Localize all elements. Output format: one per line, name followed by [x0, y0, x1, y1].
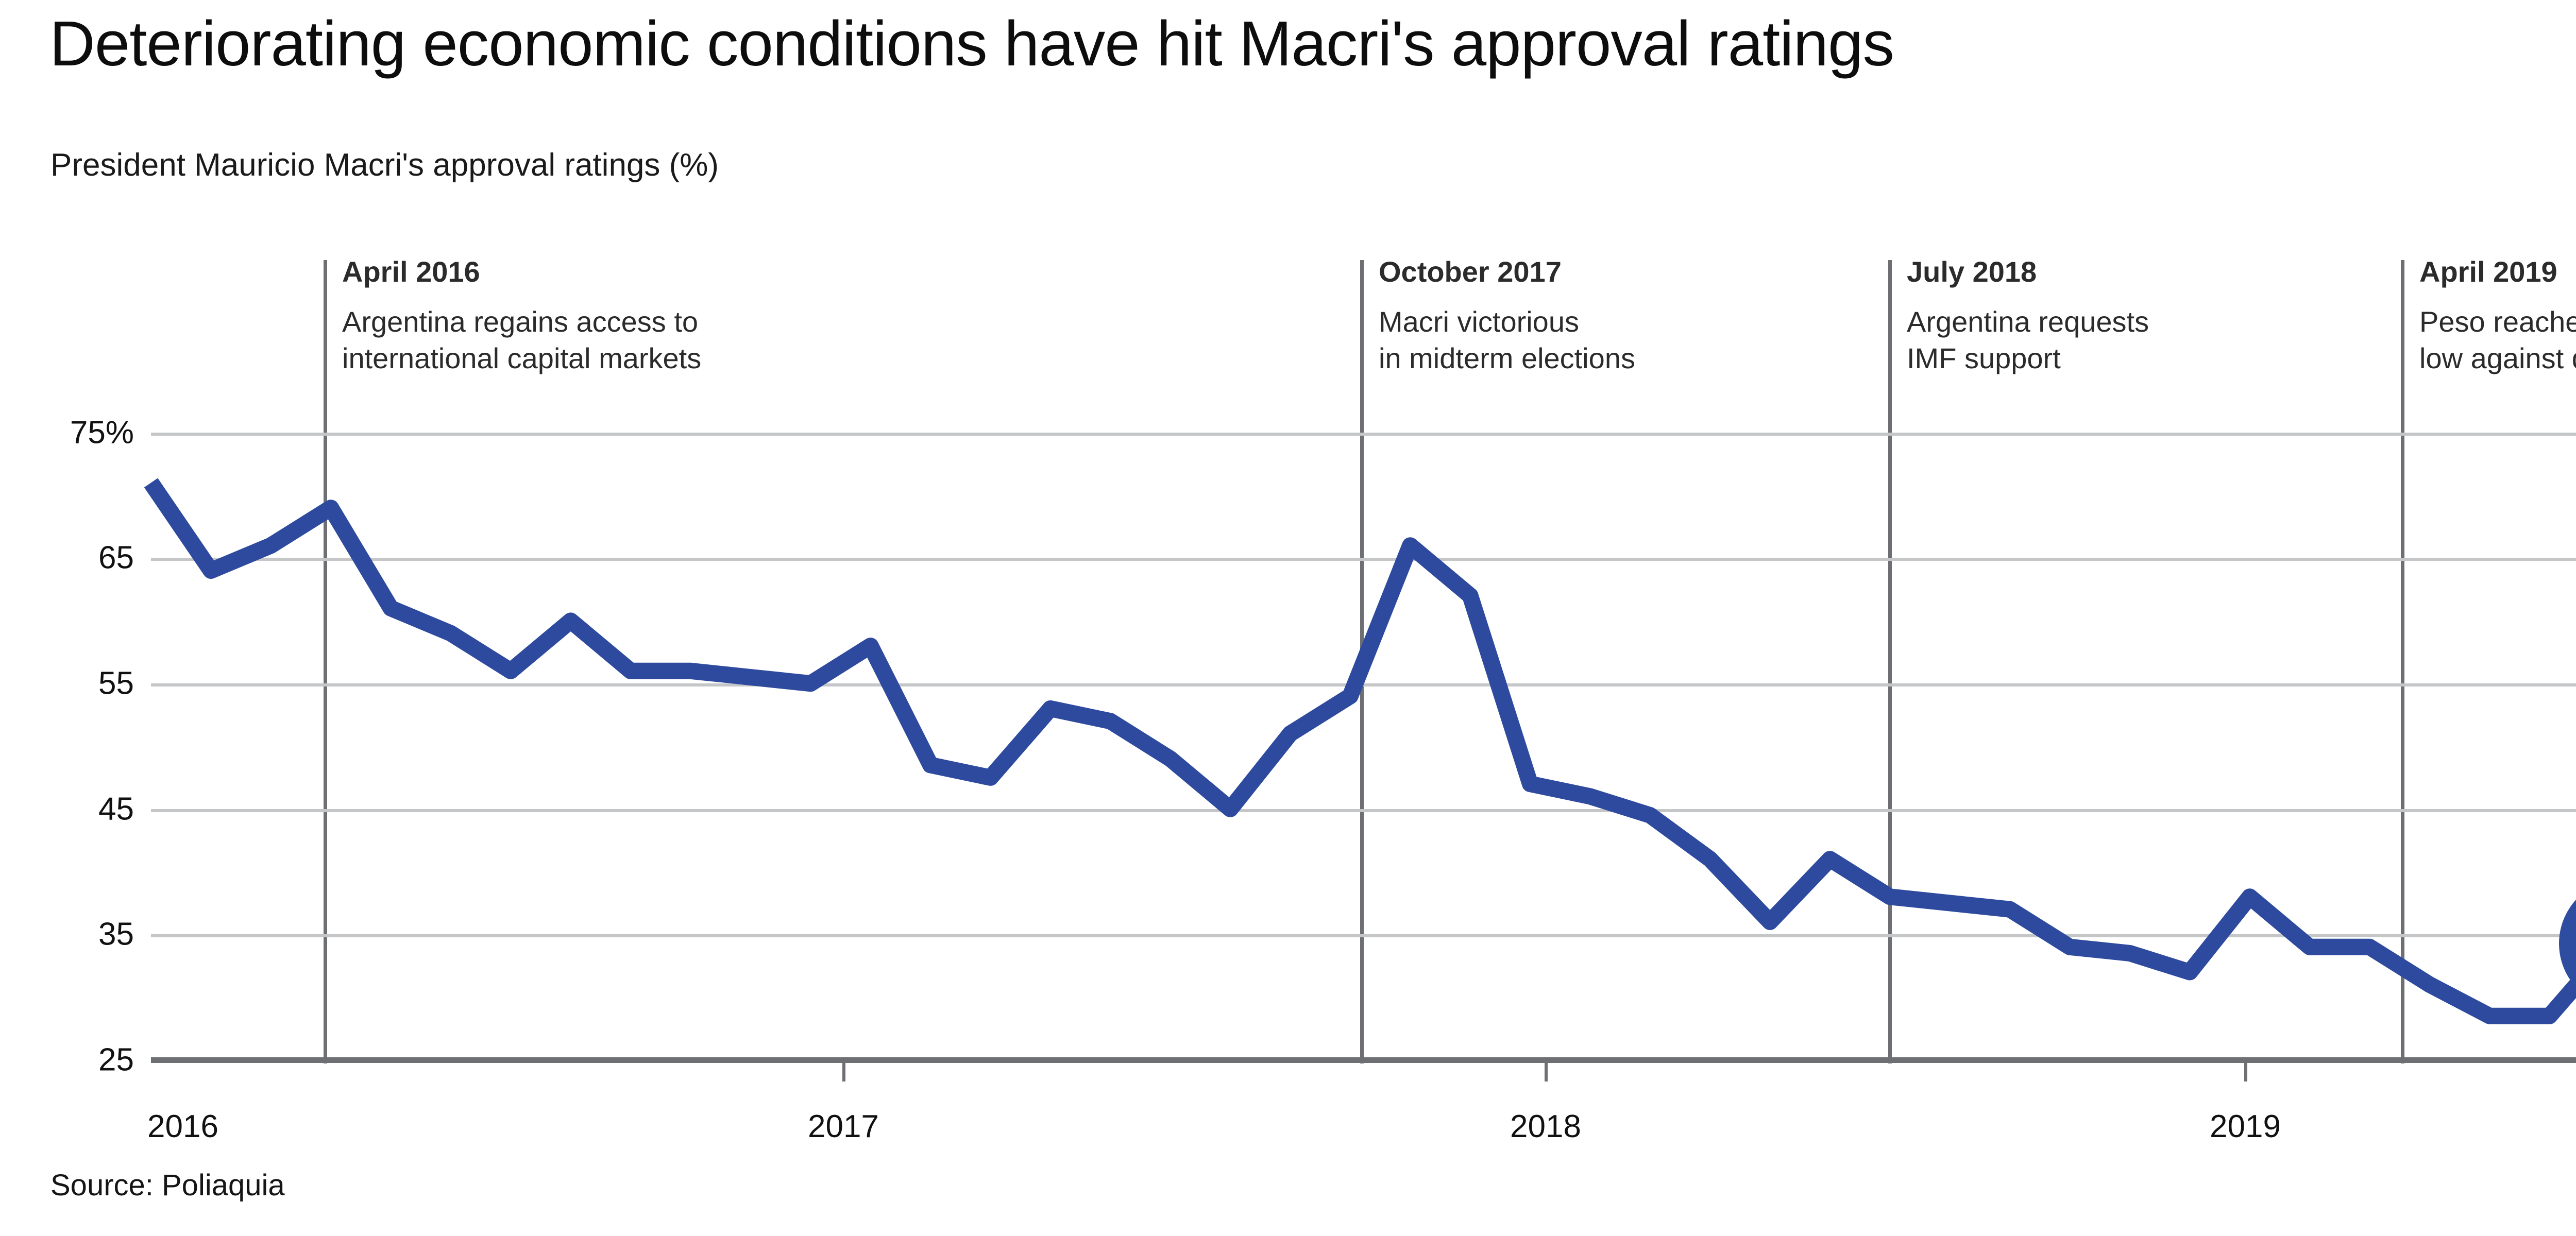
annotation-4-date: April 2019: [2419, 255, 2557, 288]
event-rule-3: [1888, 260, 1892, 1063]
x-tick-2019: [2244, 1062, 2247, 1082]
gridline-45: [151, 809, 2576, 812]
source-note: Source: Poliaquia: [50, 1169, 285, 1202]
annotation-2-line-1: Macri victorious: [1379, 305, 1579, 338]
y-tick-label-25: 25: [98, 1042, 134, 1078]
x-tick-2017: [842, 1062, 845, 1082]
annotation-4: April 2019 Peso reaches record low again…: [2401, 258, 2576, 376]
annotation-3: July 2018 Argentina requests IMF support: [1888, 258, 2149, 376]
x-tick-label-2018: 2018: [1510, 1109, 1581, 1144]
x-axis-line: [151, 1057, 2576, 1063]
gridline-35: [151, 934, 2576, 937]
annotation-1: April 2016 Argentina regains access to i…: [324, 258, 701, 376]
y-tick-label-55: 55: [98, 665, 134, 701]
annotation-1-line-2: international capital markets: [342, 341, 702, 374]
annotation-2-line-2: in midterm elections: [1379, 341, 1635, 374]
y-tick-label-65: 65: [98, 540, 134, 576]
y-tick-label-75: 75%: [70, 415, 134, 451]
annotation-1-line-1: Argentina regains access to: [342, 305, 699, 338]
y-tick-label-45: 45: [98, 791, 134, 827]
annotation-1-date: April 2016: [342, 255, 480, 288]
x-tick-label-2017: 2017: [808, 1109, 879, 1144]
page-title: Deteriorating economic conditions have h…: [49, 9, 1894, 79]
annotation-3-date: July 2018: [1907, 255, 2037, 288]
chart-subtitle: President Mauricio Macri's approval rati…: [50, 147, 719, 183]
annotation-2-date: October 2017: [1379, 255, 1562, 288]
gridline-65: [151, 558, 2576, 561]
annotation-2: October 2017 Macri victorious in midterm…: [1360, 258, 1635, 376]
x-tick-label-2019: 2019: [2210, 1109, 2281, 1144]
annotation-4-line-2: low against dollar: [2419, 341, 2576, 374]
annotation-3-line-1: Argentina requests: [1907, 305, 2149, 338]
event-rule-1: [324, 260, 327, 1063]
event-rule-4: [2401, 260, 2404, 1063]
x-tick-2018: [1545, 1062, 1548, 1082]
gridline-75: [151, 433, 2576, 436]
annotation-4-line-1: Peso reaches record: [2419, 305, 2576, 338]
y-tick-label-35: 35: [98, 916, 134, 952]
x-tick-label-2016: 2016: [147, 1109, 218, 1144]
annotation-3-line-2: IMF support: [1907, 341, 2061, 374]
